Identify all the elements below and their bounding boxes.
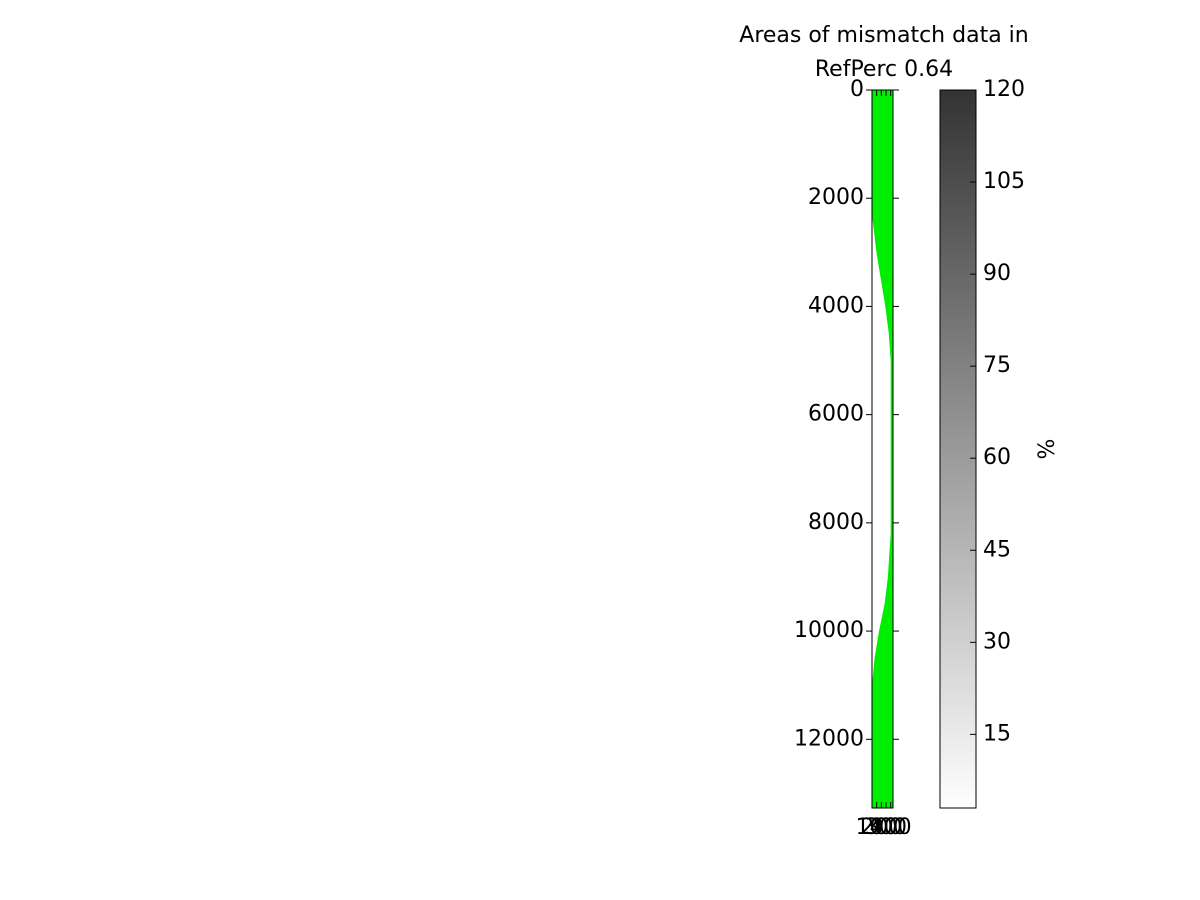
y-tick-label: 8000 bbox=[808, 510, 864, 535]
chart-title: RefPerc 0.64 bbox=[815, 57, 953, 82]
chart-title: Areas of mismatch data in bbox=[739, 23, 1028, 48]
colorbar-tick-label: 75 bbox=[983, 353, 1011, 378]
x-tick-label: 400 bbox=[870, 815, 912, 840]
y-tick-label: 10000 bbox=[794, 618, 864, 643]
y-tick-label: 0 bbox=[850, 77, 864, 102]
colorbar bbox=[939, 89, 977, 809]
x-tick-label: 300 bbox=[865, 815, 907, 840]
y-tick-label: 6000 bbox=[808, 402, 864, 427]
y-tick-label: 2000 bbox=[808, 185, 864, 210]
colorbar-tick-label: 60 bbox=[983, 445, 1011, 470]
colorbar-tick-label: 90 bbox=[983, 261, 1011, 286]
colorbar-label: % bbox=[1035, 439, 1060, 460]
y-tick-label: 4000 bbox=[808, 293, 864, 318]
colorbar-tick-label: 105 bbox=[983, 169, 1025, 194]
colorbar-tick-label: 120 bbox=[983, 77, 1025, 102]
colorbar-tick-label: 15 bbox=[983, 721, 1011, 746]
mismatch-area bbox=[872, 90, 893, 808]
y-tick-label: 12000 bbox=[794, 726, 864, 751]
colorbar-tick-label: 45 bbox=[983, 537, 1011, 562]
x-tick-label: 100 bbox=[856, 815, 898, 840]
colorbar-tick-label: 30 bbox=[983, 629, 1011, 654]
plot-frame bbox=[871, 89, 894, 809]
x-tick-label: 200 bbox=[860, 815, 902, 840]
